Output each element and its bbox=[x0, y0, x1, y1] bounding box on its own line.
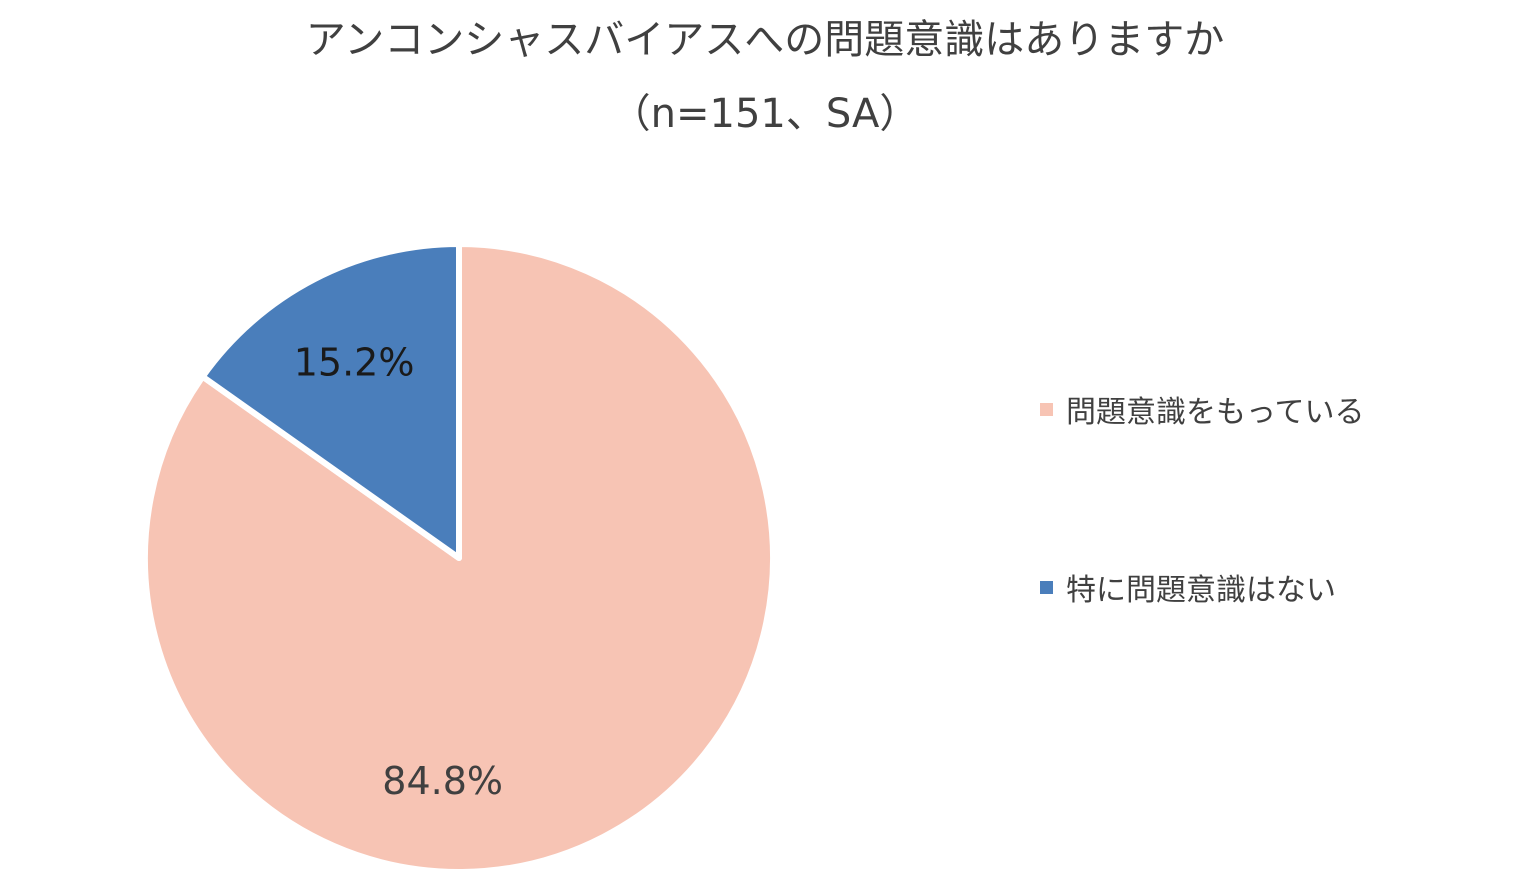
chart-title: アンコンシャスバイアスへの問題意識はありますか bbox=[305, 17, 1225, 63]
pie-slice-not-aware bbox=[199, 241, 462, 561]
data-label-not-aware: 15.2% bbox=[294, 340, 415, 384]
legend-item-aware: 問題意識をもっている bbox=[1040, 385, 1365, 433]
legend-swatch-not-aware bbox=[1040, 580, 1053, 594]
chart-subtitle: （n=151、SA） bbox=[610, 91, 920, 137]
data-label-aware: 84.8% bbox=[382, 759, 503, 803]
legend-label-not-aware: 特に問題意識はない bbox=[1066, 573, 1336, 608]
legend-label-aware: 問題意識をもっている bbox=[1066, 395, 1365, 430]
chart-legend: 問題意識をもっている 特に問題意識はない bbox=[1040, 385, 1365, 611]
legend-swatch-aware bbox=[1040, 402, 1053, 416]
legend-item-not-aware: 特に問題意識はない bbox=[1040, 563, 1365, 611]
